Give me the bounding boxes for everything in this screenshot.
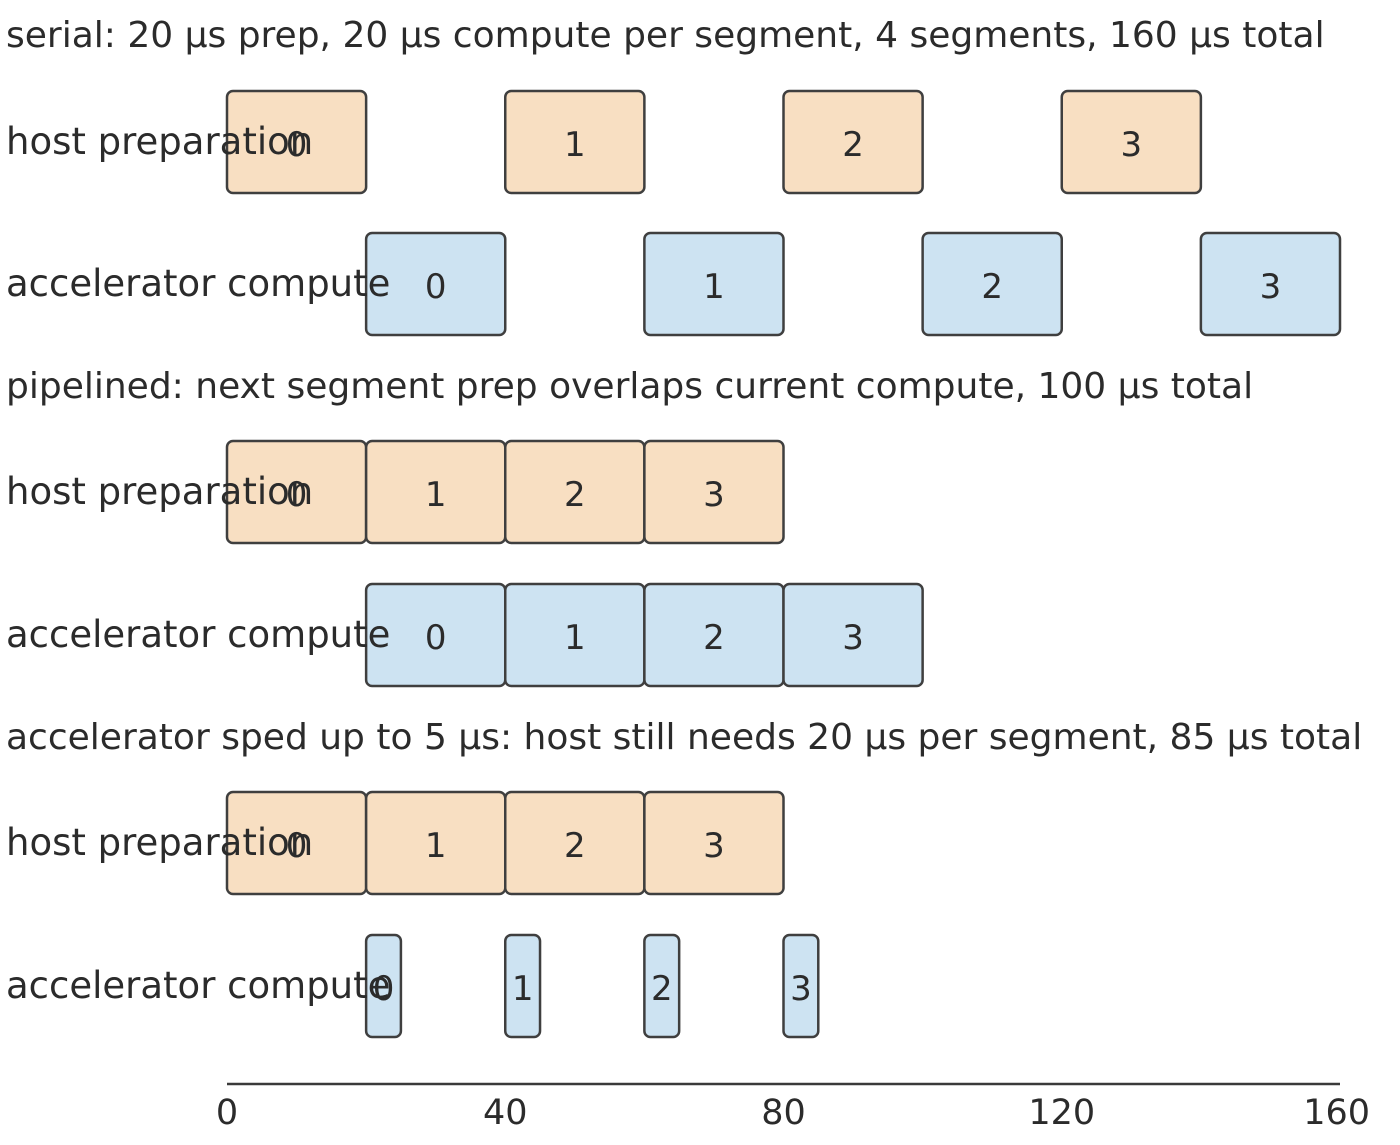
accelerator-compute-row: 0 1 2 3 accelerator compute [6,933,820,1039]
axis-tick-label: 40 [483,1093,528,1133]
accelerator-segment-box [643,933,681,1039]
accelerator-segment-box [1199,231,1342,337]
segment-label: 3 [703,826,725,866]
segment-label: 1 [564,125,586,165]
segment-label: 2 [564,475,586,515]
segment-label: 1 [703,267,725,307]
scenario-2: accelerator sped up to 5 μs: host still … [6,717,1362,1039]
segment-label: 1 [425,475,447,515]
scenario-0: serial: 20 μs prep, 20 μs compute per se… [6,15,1342,337]
row-label: host preparation [6,470,313,513]
accelerator-segment-box [504,933,542,1039]
host-segment-box [782,89,924,195]
segment-label: 3 [790,969,812,1009]
segment-label: 3 [1120,125,1142,165]
segment-label: 2 [703,618,725,658]
segment-label: 0 [286,125,308,165]
accelerator-segment-box [364,933,403,1039]
axis-tick-label: 120 [1028,1093,1095,1133]
segment-label: 1 [425,826,447,866]
host-segment-box [643,439,785,545]
scenario-1: pipelined: next segment prep overlaps cu… [6,366,1253,688]
segment-label: 3 [842,618,864,658]
host-preparation-row: 0 1 2 3 host preparation [6,439,785,545]
segment-label: 0 [425,267,447,307]
accelerator-compute-row: 0 1 2 3 accelerator compute [6,231,1342,337]
accelerator-segment-box [921,231,1063,337]
row-label: accelerator compute [6,262,390,305]
host-segment-box [504,89,646,195]
accelerator-compute-row: 0 1 2 3 accelerator compute [6,582,924,688]
segment-label: 0 [286,475,308,515]
scenario-title: serial: 20 μs prep, 20 μs compute per se… [6,15,1325,56]
host-segment-box [643,790,785,896]
segment-label: 3 [703,475,725,515]
segment-label: 0 [286,826,308,866]
scenario-title: pipelined: next segment prep overlaps cu… [6,366,1253,407]
segment-label: 1 [564,618,586,658]
host-segment-box [1060,89,1203,195]
axis-tick-label: 80 [761,1093,806,1133]
accelerator-segment-box [782,933,820,1039]
host-preparation-row: 0 1 2 3 host preparation [6,790,785,896]
scenarios: serial: 20 μs prep, 20 μs compute per se… [6,15,1362,1039]
row-label: host preparation [6,120,313,163]
scenario-title: accelerator sped up to 5 μs: host still … [6,717,1362,758]
segment-label: 0 [373,969,395,1009]
segment-label: 3 [1260,267,1282,307]
axis-tick-label: 0 [216,1093,238,1133]
host-segment-box [225,89,368,195]
segment-label: 1 [512,969,534,1009]
accelerator-segment-box [643,231,785,337]
segment-label: 2 [564,826,586,866]
accelerator-segment-box [782,582,924,688]
row-label: accelerator compute [6,613,390,656]
axis-tick-label: 160 [1303,1093,1370,1133]
time-axis: 0 40 80 120 160 [216,1082,1370,1133]
accelerator-segment-box [364,231,507,337]
segment-label: 2 [651,969,673,1009]
row-label: accelerator compute [6,964,390,1007]
segment-label: 0 [425,618,447,658]
host-preparation-row: 0 1 2 3 host preparation [6,89,1203,195]
segment-label: 2 [842,125,864,165]
segment-label: 2 [981,267,1003,307]
row-label: host preparation [6,821,313,864]
